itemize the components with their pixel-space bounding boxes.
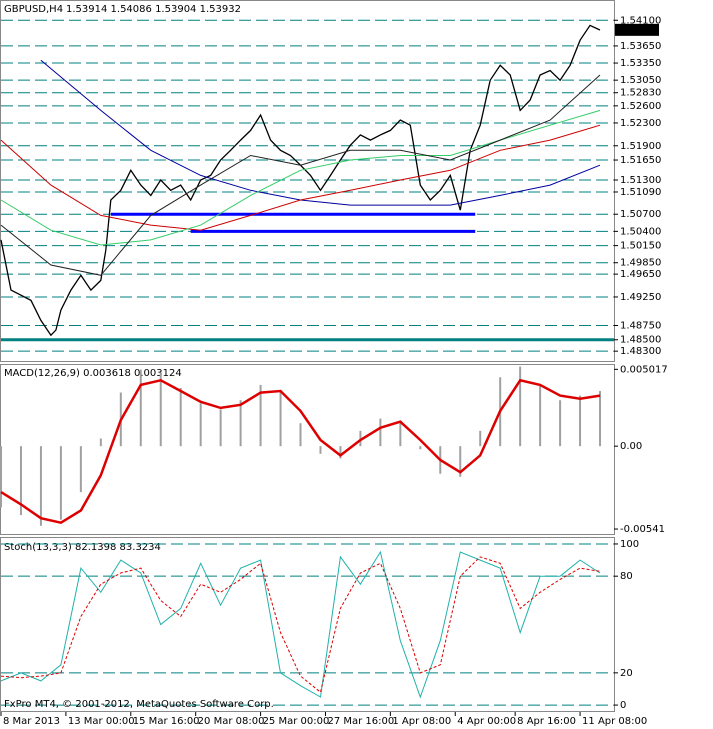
x-tick-label: 8 Mar 2013 [3, 716, 60, 727]
macd-histogram-bar [419, 446, 422, 450]
y-tick-label: -0.00541 [620, 524, 665, 535]
y-tick-label: 1.52600 [620, 101, 661, 112]
macd-histogram-bar [59, 446, 62, 520]
stoch-signal-line [0, 556, 601, 694]
price-line [0, 24, 601, 337]
x-tick-label: 11 Apr 08:00 [582, 716, 647, 727]
macd-histogram-bar [579, 395, 582, 447]
x-tick-label: 25 Mar 00:00 [263, 716, 330, 727]
macd-histogram-bar [39, 446, 42, 526]
macd-title: MACD(12,26,9) 0.003618 0.003124 [4, 368, 182, 379]
stoch-title: Stoch(13,3,3) 82.1398 83.3234 [4, 542, 161, 553]
symbol-title: GBPUSD,H4 [4, 4, 63, 15]
macd-histogram-bar [399, 423, 402, 447]
x-tick-label: 4 Apr 00:00 [457, 716, 516, 727]
macd-histogram-bar [599, 391, 602, 447]
x-tick-label: 27 Mar 16:00 [327, 716, 394, 727]
y-tick-label: 1.52300 [620, 118, 661, 129]
stoch-panel [0, 537, 615, 712]
macd-histogram-bar [479, 430, 482, 447]
macd-histogram-bar [159, 372, 162, 447]
y-tick-label: 1.48750 [620, 320, 661, 331]
y-tick-label: 1.53650 [620, 41, 661, 52]
macd-histogram-bar [379, 418, 382, 447]
macd-histogram-bar [19, 446, 22, 516]
macd-histogram-bar [279, 392, 282, 447]
macd-histogram-bar [179, 387, 182, 447]
y-tick-label: 80 [620, 571, 633, 582]
macd-histogram-bar [539, 384, 542, 447]
macd-signal-line [0, 378, 601, 525]
macd-histogram-bar [299, 423, 302, 447]
y-tick-label: 0.00 [620, 441, 642, 452]
macd-histogram-bar [459, 446, 462, 477]
last-price-box [615, 23, 659, 36]
macd-panel [0, 364, 615, 535]
x-tick-label: 1 Apr 08:00 [392, 716, 451, 727]
macd-histogram-bar [319, 446, 322, 454]
y-tick-label: 100 [620, 539, 639, 550]
macd-histogram-bar [519, 366, 522, 447]
moving-average [0, 74, 601, 276]
y-tick-label: 1.51650 [620, 155, 661, 166]
macd-histogram-bar [359, 430, 362, 447]
macd-histogram-bar [199, 403, 202, 447]
y-tick-label: 1.50700 [620, 209, 661, 220]
moving-average [0, 124, 601, 231]
x-tick-label: 13 Mar 00:00 [68, 716, 135, 727]
macd-histogram-bar [559, 400, 562, 447]
y-tick-label: 1.51090 [620, 187, 661, 198]
y-tick-label: 0 [620, 700, 626, 711]
macd-histogram-bar [259, 384, 262, 447]
moving-average [40, 59, 601, 206]
y-tick-label: 1.49250 [620, 292, 661, 303]
macd-histogram-bar [79, 446, 82, 493]
y-tick-label: 1.51900 [620, 141, 661, 152]
y-tick-label: 1.48500 [620, 335, 661, 346]
y-tick-label: 1.53350 [620, 58, 661, 69]
y-tick-label: 20 [620, 668, 633, 679]
macd-histogram-bar [139, 369, 142, 447]
stoch-main-line [0, 550, 601, 699]
y-tick-label: 1.49850 [620, 258, 661, 269]
y-tick-label: 1.50150 [620, 241, 661, 252]
x-tick-label: 20 Mar 08:00 [198, 716, 265, 727]
macd-histogram-bar [0, 446, 2, 508]
last-price-label: 1.53932 [618, 25, 659, 36]
y-tick-label: 1.49650 [620, 269, 661, 280]
y-tick-label: 1.54100 [620, 15, 661, 26]
y-tick-label: 1.52830 [620, 88, 661, 99]
x-tick-label: 15 Mar 16:00 [133, 716, 200, 727]
macd-histogram-bar [219, 409, 222, 447]
copyright-footer: FxPro MT4, © 2001-2012, MetaQuotes Softw… [4, 699, 274, 710]
macd-histogram-bar [339, 446, 342, 459]
y-tick-label: 1.53050 [620, 75, 661, 86]
y-tick-label: 0.005017 [620, 364, 668, 375]
ohlc-values: 1.53914 1.54086 1.53904 1.53932 [66, 4, 241, 15]
price-panel [0, 0, 615, 362]
macd-histogram-bar [239, 400, 242, 447]
y-tick-label: 1.51300 [620, 175, 661, 186]
x-tick-label: 8 Apr 16:00 [517, 716, 576, 727]
y-tick-label: 1.50400 [620, 226, 661, 237]
macd-histogram-bar [99, 438, 102, 447]
y-tick-label: 1.48300 [620, 346, 661, 357]
